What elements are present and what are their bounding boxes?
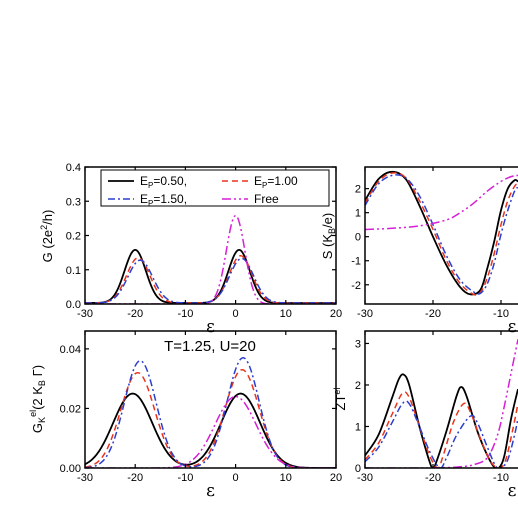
x-tick-label: -20	[425, 472, 441, 484]
y-tick-label: 1	[355, 421, 361, 433]
series-line-s-2	[365, 174, 518, 295]
series-line-g-0	[85, 248, 336, 304]
x-axis-label: ε	[206, 481, 215, 501]
series-line-zt-1	[365, 391, 518, 468]
y-tick-label: 3	[355, 338, 361, 350]
y-tick-label: 0.04	[60, 344, 81, 356]
series-line-zt-0	[365, 373, 518, 468]
y-tick-label: 0	[355, 232, 361, 244]
y-tick-label: 0.4	[66, 162, 81, 174]
x-tick-label: -10	[493, 308, 509, 320]
y-axis-label: S (KB/e)	[320, 213, 337, 259]
series-line-gel-0	[85, 392, 336, 468]
legend-label: EP=1.50,	[140, 192, 187, 208]
panel-gel: -30 -20 -10 0 10 20 0.00 0.02 0.04 ε	[60, 330, 342, 501]
legend-label: EP=1.00	[254, 174, 298, 190]
y-tick-label: 1	[355, 208, 361, 220]
x-tick-label: 0	[233, 308, 239, 320]
x-tick-label: 20	[330, 472, 342, 484]
series-line-g-3	[85, 214, 336, 304]
x-tick-label: 10	[280, 472, 292, 484]
annotation-params: T=1.25, U=20	[164, 338, 256, 355]
x-tick-label: -20	[127, 308, 143, 320]
series-group	[365, 170, 518, 296]
x-tick-label: -30	[357, 472, 373, 484]
x-tick-label: 0	[233, 472, 239, 484]
y-tick-label: 0.1	[66, 265, 81, 277]
x-tick-label: -30	[77, 472, 93, 484]
series-group	[365, 339, 518, 468]
y-tick-label: 0.00	[60, 463, 81, 475]
x-axis-label: ε	[206, 317, 215, 337]
series-group	[85, 357, 336, 468]
plot-frame	[364, 330, 518, 469]
series-line-gel-1	[85, 368, 336, 468]
x-tick-label: 20	[330, 308, 342, 320]
y-axis-label: G (2e2/h)	[39, 210, 55, 263]
y-tick-label: 0.2	[66, 231, 81, 243]
legend: EP=0.50, EP=1.00 EP=1.50, Free	[100, 169, 330, 208]
y-tick-label: -2	[351, 280, 361, 292]
y-axis-label: GKel(2 KB Γ)	[28, 365, 47, 433]
series-line-s-1	[365, 172, 518, 296]
x-tick-label: -30	[77, 308, 93, 320]
y-tick-label: 0	[355, 463, 361, 475]
x-axis-label: ε	[508, 481, 517, 501]
legend-label: EP=0.50,	[140, 174, 187, 190]
y-tick-label: 0.3	[66, 196, 81, 208]
plot-frame	[84, 330, 337, 469]
x-tick-label: -20	[425, 308, 441, 320]
series-line-g-2	[85, 257, 336, 304]
y-tick-label: 2	[355, 380, 361, 392]
x-axis-label: ε	[508, 317, 517, 337]
y-tick-label: 2	[355, 184, 361, 196]
y-tick-label: 0.02	[60, 403, 81, 415]
panel-zt: -30 -20 -10 0 1 2 3 ε	[355, 330, 518, 501]
series-line-gel-3	[85, 395, 336, 468]
series-line-s-0	[365, 170, 518, 296]
legend-label: Free	[254, 192, 279, 206]
series-line-g-1	[85, 254, 336, 304]
x-tick-label: -10	[177, 308, 193, 320]
x-tick-label: 10	[280, 308, 292, 320]
x-tick-label: -10	[177, 472, 193, 484]
legend-box	[100, 169, 330, 207]
y-axis-label: ZTel	[332, 388, 348, 411]
plot-frame	[364, 166, 518, 305]
x-tick-label: -10	[493, 472, 509, 484]
x-tick-label: -30	[357, 308, 373, 320]
y-tick-label: 0.0	[66, 299, 81, 311]
series-line-s-3	[365, 174, 518, 231]
x-tick-label: -20	[127, 472, 143, 484]
y-tick-label: -1	[351, 256, 361, 268]
series-group	[85, 214, 336, 304]
panel-g: -30 -20 -10 0 10 20 0.0 0.1 0.2 0.3 0.4 ε	[66, 162, 342, 337]
